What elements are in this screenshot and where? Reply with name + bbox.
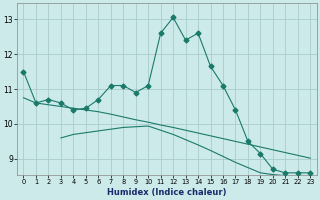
X-axis label: Humidex (Indice chaleur): Humidex (Indice chaleur) [107,188,227,197]
